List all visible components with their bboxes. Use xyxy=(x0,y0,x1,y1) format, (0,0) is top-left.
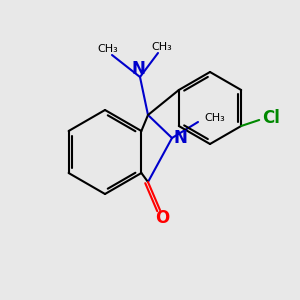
Text: CH₃: CH₃ xyxy=(98,44,118,54)
Text: N: N xyxy=(173,129,187,147)
Text: N: N xyxy=(131,60,145,78)
Text: O: O xyxy=(155,209,169,227)
Text: CH₃: CH₃ xyxy=(152,42,172,52)
Text: CH₃: CH₃ xyxy=(204,113,225,123)
Text: Cl: Cl xyxy=(262,109,280,127)
